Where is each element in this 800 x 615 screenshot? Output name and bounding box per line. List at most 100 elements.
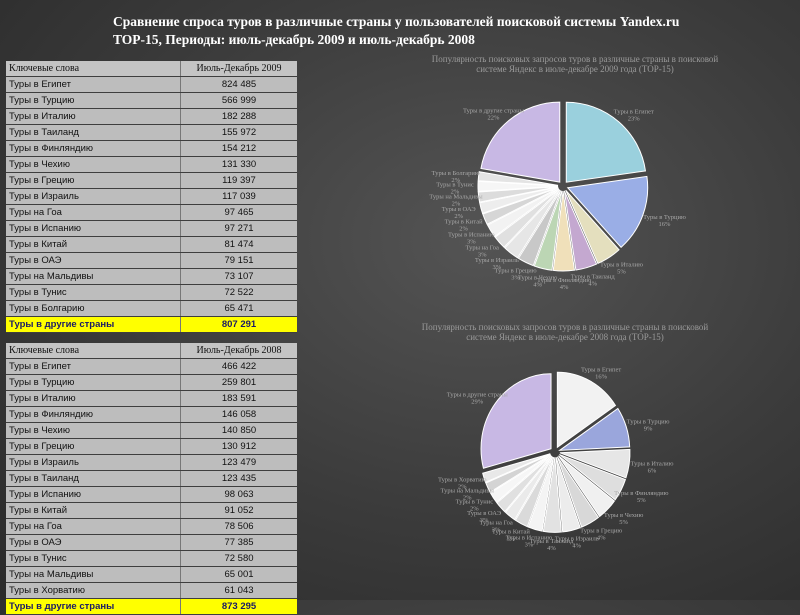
value-cell: Июль-Декабрь 2009 bbox=[180, 61, 297, 77]
table-row: Туры в Египет 824 485 bbox=[6, 76, 297, 93]
slice-label-percent: 6% bbox=[648, 467, 657, 474]
table-row: Туры в Италию 182 288 bbox=[6, 108, 297, 125]
slice-label: Туры в Египет 16% bbox=[581, 367, 621, 381]
slice-label-percent: 5% bbox=[637, 497, 646, 504]
table-row: Туры на Мальдивы 73 107 bbox=[6, 268, 297, 285]
slice-label: Туры в Грецию 3% bbox=[495, 267, 537, 281]
pie-charts: Туры в Египет 23%Туры в Турцию 16%Туры в И… bbox=[429, 101, 686, 552]
table-row: Туры в Таиланд 155 972 bbox=[6, 124, 297, 141]
keyword-cell: Туры в другие страны bbox=[6, 316, 181, 333]
keyword-cell: Туры в Израиль bbox=[6, 188, 181, 205]
keyword-cell: Туры в Италию bbox=[6, 108, 181, 125]
table-row: Туры в Израиль 123 479 bbox=[6, 454, 297, 471]
slice-label-name: Туры в Таиланд bbox=[571, 273, 616, 280]
table-row: Туры в Чехию 131 330 bbox=[6, 156, 297, 173]
pie-slice bbox=[533, 190, 563, 271]
value-cell: 466 422 bbox=[180, 358, 297, 375]
slice-label: Туры в Египет 23% bbox=[614, 108, 654, 122]
slice-label: Туры в Италию 6% bbox=[630, 460, 673, 474]
keyword-cell: Туры в Хорватию bbox=[6, 582, 181, 599]
slice-label-percent: 2% bbox=[451, 177, 460, 184]
slice-label: Туры в Израиль 4% bbox=[555, 536, 599, 550]
keyword-cell: Ключевые слова bbox=[6, 343, 181, 359]
keyword-cell: Туры в Израиль bbox=[6, 454, 181, 471]
keyword-cell: Туры в Египет bbox=[6, 358, 181, 375]
pie-slice bbox=[566, 175, 649, 249]
keyword-cell: Туры в Грецию bbox=[6, 172, 181, 189]
value-cell: 873 295 bbox=[180, 598, 297, 615]
table-row: Туры в Финляндию 146 058 bbox=[6, 406, 297, 423]
value-cell: 65 001 bbox=[180, 566, 297, 583]
keyword-cell: Туры в Финляндию bbox=[6, 406, 181, 423]
slice-label-name: Туры в Финляндию bbox=[614, 490, 668, 497]
pie-slice bbox=[477, 186, 559, 203]
slice-label-name: Туры на Гоа bbox=[479, 520, 513, 527]
value-cell: 91 052 bbox=[180, 502, 297, 519]
slice-label: Туры в Таиланд 4% bbox=[530, 538, 575, 552]
slice-label-name: Туры в Турцию bbox=[627, 419, 670, 426]
keyword-cell: Туры в Чехию bbox=[6, 422, 181, 439]
slice-label: Туры в Таиланд 4% bbox=[571, 273, 616, 287]
value-cell: 182 288 bbox=[180, 108, 297, 125]
table-row: Туры в Испанию 98 063 bbox=[6, 486, 297, 503]
slice-label-name: Туры в Испанию bbox=[506, 535, 553, 542]
keyword-cell: Туры на Мальдивы bbox=[6, 268, 181, 285]
slice-label-percent: 3% bbox=[467, 239, 476, 246]
pie-slice bbox=[559, 448, 631, 479]
value-cell: 72 580 bbox=[180, 550, 297, 567]
keywords-table-2009: Ключевые слова Июль-Декабрь 2009 Туры в Ег… bbox=[6, 61, 297, 333]
pie-slice bbox=[559, 454, 627, 501]
slice-label-percent: 22% bbox=[488, 115, 501, 122]
slice-label-name: Туры в Хорватию bbox=[438, 476, 487, 483]
value-cell: 119 397 bbox=[180, 172, 297, 189]
slice-label-name: Туры в Италию bbox=[600, 262, 643, 269]
value-cell: 81 474 bbox=[180, 236, 297, 253]
table-row: Туры в Египет 466 422 bbox=[6, 358, 297, 375]
value-cell: 130 912 bbox=[180, 438, 297, 455]
slice-label: Туры в Испанию 3% bbox=[448, 232, 495, 246]
keyword-cell: Туры в Тунис bbox=[6, 284, 181, 301]
slice-label: Туры в Грецию 4% bbox=[580, 527, 622, 541]
table-row: Туры в Хорватию 61 043 bbox=[6, 582, 297, 599]
keyword-cell: Ключевые слова bbox=[6, 61, 181, 77]
pie-slice bbox=[482, 187, 559, 226]
slice-label-name: Туры на Мальдивы bbox=[441, 487, 495, 494]
value-cell: 807 291 bbox=[180, 316, 297, 333]
slice-label-percent: 3% bbox=[493, 264, 502, 271]
slice-label: Туры в Чехию 4% bbox=[518, 274, 558, 288]
page-title-line1: Сравнение спроса туров в различные стран… bbox=[113, 14, 680, 29]
slice-label: Туры в другие страны 29% bbox=[447, 392, 509, 406]
pie-slice bbox=[504, 455, 553, 521]
keyword-cell: Туры в Турцию bbox=[6, 374, 181, 391]
slice-label: Туры в другие страны 22% bbox=[463, 108, 525, 122]
pie-slice bbox=[555, 457, 581, 533]
pie-slice bbox=[486, 188, 560, 238]
pie-slice bbox=[527, 456, 555, 532]
pie-slice bbox=[477, 180, 559, 192]
slice-label-percent: 29% bbox=[471, 399, 484, 406]
slice-label-percent: 2% bbox=[451, 188, 460, 195]
slice-label-name: Туры в Грецию bbox=[495, 267, 537, 274]
slice-label-percent: 5% bbox=[619, 519, 628, 526]
table-row: Туры в Тунис 72 580 bbox=[6, 550, 297, 567]
slice-label-percent: 3% bbox=[480, 517, 489, 524]
value-cell: 77 385 bbox=[180, 534, 297, 551]
table-row: Туры в Израиль 117 039 bbox=[6, 188, 297, 205]
table-row: Туры в ОАЭ 77 385 bbox=[6, 534, 297, 551]
pie-slice bbox=[542, 457, 562, 533]
slice-label-name: Туры в Египет bbox=[581, 367, 621, 374]
slice-label: Туры в Хорватию 2% bbox=[438, 476, 487, 490]
value-cell: 259 801 bbox=[180, 374, 297, 391]
table-row: Туры в Чехию 140 850 bbox=[6, 422, 297, 439]
value-cell: 98 063 bbox=[180, 486, 297, 503]
pie-2009-title: Популярность поисковых запросов туров в … bbox=[431, 54, 719, 74]
slice-label: Туры на Гоа 3% bbox=[465, 245, 499, 259]
keyword-cell: Туры в Тунис bbox=[6, 550, 181, 567]
pie-slice bbox=[556, 371, 617, 449]
pie-slice bbox=[517, 190, 562, 267]
value-cell: 824 485 bbox=[180, 76, 297, 93]
table-row: Туры в Испанию 97 271 bbox=[6, 220, 297, 237]
table-row: Туры в Грецию 119 397 bbox=[6, 172, 297, 189]
pie-slice bbox=[494, 188, 560, 248]
value-cell: 117 039 bbox=[180, 188, 297, 205]
